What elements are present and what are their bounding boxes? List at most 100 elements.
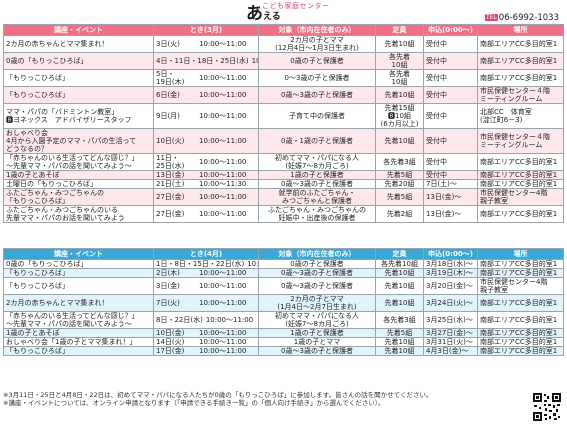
cell-date-time: 3日(金) 10:00～11:00 [153, 277, 259, 295]
cell-place: 市民保健センター4階 親子教室 [477, 277, 564, 295]
cell-time: 10:00～11:00 [199, 282, 247, 290]
cell-capacity: 先着5組 [375, 188, 424, 206]
cell-target: 0歳・1歳の子と保護者 [258, 128, 376, 154]
cell-capacity: 先着5組 [375, 328, 424, 338]
table-row: 2カ月の赤ちゃんとママ集まれ！ 3日(火) 10:00～11:00 2カ月の子とママ … [3, 35, 564, 53]
cell-date-time: 5日・ 19日(木) 10:00～11:00 [153, 69, 259, 87]
cell-apply: 受付中 [423, 153, 478, 171]
cell-target: 2カ月の子とママ (1月4日～2月7日生まれ) [258, 294, 376, 312]
cell-capacity: 各先着10組 [375, 259, 424, 269]
cell-apply: 3月19日(木)～ [423, 268, 478, 278]
cell-apply: 3月27日(金)～ [423, 328, 478, 338]
cell-target: ふたごちゃん・みつごちゃんの 妊娠中・出産後の保護者 [258, 205, 376, 223]
cell-place: 市民保健センター４階 ミーティングルーム [477, 128, 564, 154]
cell-date: 17日(金) [156, 347, 185, 355]
cell-capacity: 各先着3組 [375, 311, 424, 329]
cell-target: 1歳の子と保護者 [258, 328, 376, 338]
phone-number: TEL 06-6992-1033 [484, 13, 559, 23]
col-header: 場所 [477, 248, 564, 260]
cell-event: 「もりっこひろば」 [3, 277, 154, 295]
qr-code: QR [532, 392, 562, 422]
march-header-row: 講座・イベント とき(3月) 対象（市内在住者のみ） 定員 申込(0:00～) … [3, 24, 564, 36]
cell-time: 10:00～11:00 [199, 137, 247, 145]
cell-place: 南部エリアCC多目的室1 [477, 35, 564, 53]
april-schedule-table: 講座・イベント とき(4月) 対象（市内在住者のみ） 定員 申込(0:00～) … [3, 248, 564, 356]
cell-time: 10:00～11:00 [199, 40, 247, 48]
col-header: 申込(0:00～) [423, 24, 478, 36]
cell-capacity: 先着10組 [375, 86, 424, 104]
cell-date-time: 21日(土) 10:00～11:30 [153, 179, 259, 189]
cell-apply: 受付中 [423, 103, 478, 129]
cell-date: 6日(金) [156, 91, 180, 99]
cell-target: 0歳の子と保護者 [258, 52, 376, 70]
cell-target: 初めてママ・パパになる人 (妊娠7～8カ月ごろ) [258, 153, 376, 171]
cell-capacity: 各先着 10組 [375, 69, 424, 87]
cell-date: 5日・ 19日(木) [156, 70, 185, 86]
cell-date: 7日(火) [156, 299, 180, 307]
cell-date-time: 9日(月) 10:00～11:00 [153, 103, 259, 129]
cell-capacity: 先着15組 🅱10組 (6カ月以上) [375, 103, 424, 129]
cell-date-time: 13日(金) 10:00～11:00 [153, 170, 259, 180]
cell-event: 土曜日の「もりっこひろば」 [3, 179, 154, 189]
cell-target: 0歳の子と保護者 [258, 259, 376, 269]
cell-capacity: 先着5組 [375, 170, 424, 180]
phone-text: 06-6992-1033 [498, 13, 559, 23]
cell-apply: 3月18日(水)～ [423, 259, 478, 269]
col-header: 申込(0:00～) [423, 248, 478, 260]
table-row: 「もりっこひろば」 17日(金) 10:00～11:00 0歳～3歳の子と保護者 先着1… [3, 346, 564, 356]
col-header: 定員 [375, 24, 424, 36]
cell-target: 0歳～3歳の子と保護者 [258, 268, 376, 278]
cell-apply: 受付中 [423, 52, 478, 70]
cell-target: 就学前のふたごちゃん・ みつごちゃんと保護者 [258, 188, 376, 206]
table-row: 「もりっこひろば」 3日(金) 10:00～11:00 0歳～3歳の子と保護者 先着10… [3, 277, 564, 295]
cell-date: 3日(金) [156, 282, 180, 290]
cell-date: 4日・11日・18日・25日(水) [156, 57, 249, 65]
cell-place: 南部エリアCC多目的室1 [477, 69, 564, 87]
cell-time: 10:00～11:00 [199, 91, 247, 99]
cell-target: 2カ月の子とママ (12月4日～1月3日生まれ) [258, 35, 376, 53]
cell-place: 北部CC 体育室 (淀江町6－3) [477, 103, 564, 129]
cell-event: 「赤ちゃんのいる生活ってどんな感じ？」 ～先輩ママ・パパの話を聞いてみよう～ [3, 311, 154, 329]
cell-date-time: 10日(金) 10:00～11:00 [153, 328, 259, 338]
table-row: 「赤ちゃんのいる生活ってどんな感じ？」 ～先輩ママ・パパの話を聞いてみよう～ 8日… [3, 311, 564, 329]
cell-date-time: 10日(火) 10:00～11:00 [153, 128, 259, 154]
cell-event: 「赤ちゃんのいる生活ってどんな感じ？」 ～先輩ママ・パパの話を聞いてみよう～ [3, 153, 154, 171]
cell-place: 南部エリアCC多目的室1 [477, 311, 564, 329]
cell-apply: 3月25日(水)～ [423, 311, 478, 329]
cell-target: 1歳の子とママ [258, 337, 376, 347]
cell-date: 9日(月) [156, 112, 180, 120]
table-row: 2カ月の赤ちゃんとママ集まれ！ 7日(火) 10:00～11:00 2カ月の子とママ … [3, 294, 564, 312]
col-header: 定員 [375, 248, 424, 260]
cell-event: 「もりっこひろば」 [3, 86, 154, 104]
cell-event: 1歳の子とあそぼ [3, 328, 154, 338]
cell-place: 市民保健センター4階 親子教室 [477, 188, 564, 206]
cell-time: 10:00～11:00 [199, 210, 247, 218]
cell-date-time: 4日・11日・18日・25日(水)10:00～11:00 [153, 52, 259, 70]
cell-time: 10:00～11:00 [199, 338, 247, 346]
cell-place: 南部エリアCC多目的室1 [477, 170, 564, 180]
cell-date: 13日(金) [156, 171, 185, 179]
col-header: 対象（市内在住者のみ） [258, 24, 376, 36]
cell-capacity: 各先着3組 [375, 153, 424, 171]
cell-capacity: 先着10組 [375, 277, 424, 295]
cell-date-time: 1日・8日・15日・22日(水)10:00～11:00 [153, 259, 259, 269]
cell-date: 1日・8日・15日・22日(水) [156, 260, 245, 268]
cell-date: 10日(火) [156, 137, 185, 145]
cell-date-time: 8日・22日(水) 10:00～11:00 [153, 311, 259, 329]
cell-capacity: 先着20組 [375, 179, 424, 189]
cell-event: ふたごちゃん・みつごちゃんの 「もりっこひろば」 [3, 188, 154, 206]
cell-time: 10:00～11:00 [199, 269, 247, 277]
cell-place: 南部エリアCC多目的室1 [477, 259, 564, 269]
march-schedule-table: 講座・イベント とき(3月) 対象（市内在住者のみ） 定員 申込(0:00～) … [3, 24, 564, 223]
cell-apply: 受付中 [423, 128, 478, 154]
cell-target: 0～3歳の子と保護者 [258, 69, 376, 87]
table-row: 0歳の「もりっこひろば」4日・11日・18日・25日(水)10:00～11:00… [3, 52, 564, 70]
cell-date: 27日(金) [156, 210, 185, 218]
cell-target: 0歳～3歳の子と保護者 [258, 346, 376, 356]
cell-capacity: 先着10組 [375, 35, 424, 53]
cell-date-time: 11日・ 25日(水) 10:00～11:00 [153, 153, 259, 171]
table-row: 「赤ちゃんのいる生活ってどんな感じ？」 ～先輩ママ・パパの話を聞いてみよう～ 11… [3, 153, 564, 171]
cell-date: 11日・ 25日(水) [156, 154, 185, 170]
cell-place: 市民保健センター４階 ミーティングルーム [477, 86, 564, 104]
cell-apply: 13日(金)～ [423, 188, 478, 206]
